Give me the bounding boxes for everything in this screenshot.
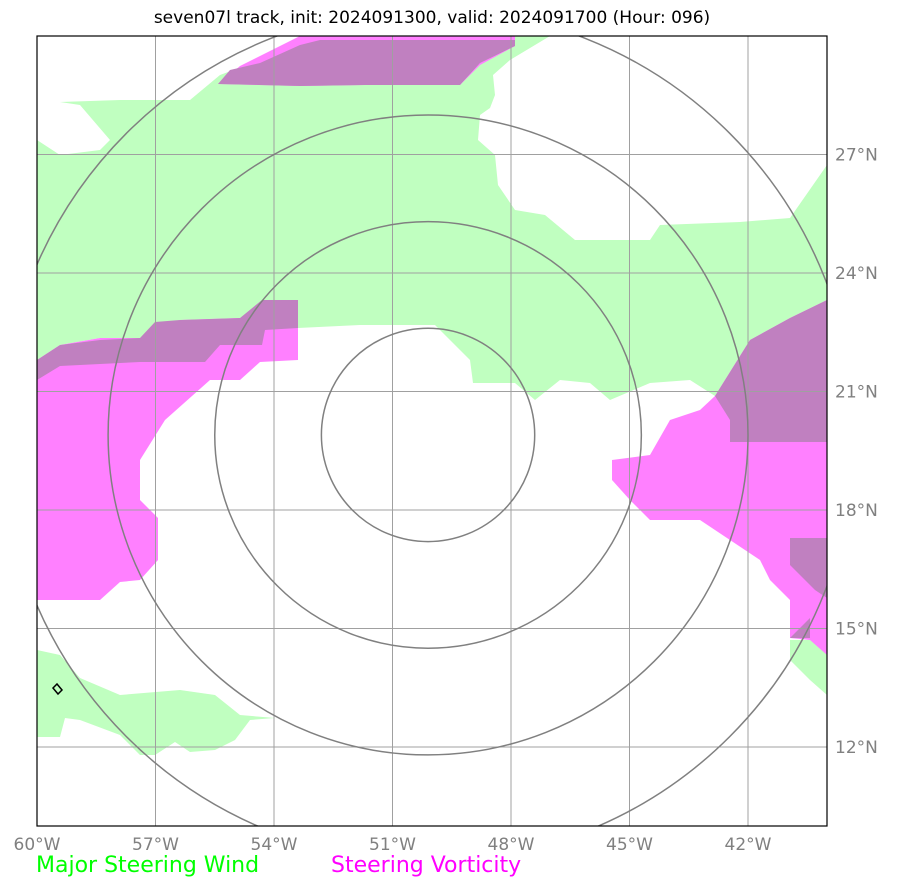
range-ring [107,114,749,756]
map-title: seven07l track, init: 2024091300, valid:… [153,8,711,28]
latitude-label: 27°N [835,146,878,166]
longitude-tick-labels: 60°W 57°W 54°W 51°W 48°W 45°W 42°W [14,835,772,855]
range-rings [37,36,827,826]
longitude-label: 57°W [132,835,179,855]
overlap-region-southeast [790,538,827,598]
range-ring [213,220,643,650]
longitude-label: 51°W [369,835,416,855]
overlap-region-west [37,300,298,380]
range-ring [320,327,536,543]
latitude-label: 24°N [835,264,878,284]
longitude-label: 42°W [725,835,772,855]
latitude-label: 12°N [835,738,878,758]
overlap-region-east [715,300,827,442]
longitude-label: 48°W [488,835,535,855]
legend-steering-vorticity: Steering Vorticity [331,853,522,878]
island-outline [51,682,64,696]
map-frame [36,35,828,827]
steering-wind-region-east [790,640,827,695]
latitude-label: 21°N [835,383,878,403]
longitude-label: 45°W [606,835,653,855]
longitude-label: 54°W [251,835,298,855]
latitude-label: 18°N [835,501,878,521]
graticule [37,36,827,826]
overlap-regions [37,40,827,638]
latitude-tick-labels: 27°N 24°N 21°N 18°N 15°N 12°N [835,146,878,759]
longitude-label: 60°W [14,835,61,855]
latitude-label: 15°N [835,620,878,640]
vorticity-region-west [37,300,298,600]
overlap-region-north [218,40,515,86]
legend-steering-wind: Major Steering Wind [36,853,260,878]
